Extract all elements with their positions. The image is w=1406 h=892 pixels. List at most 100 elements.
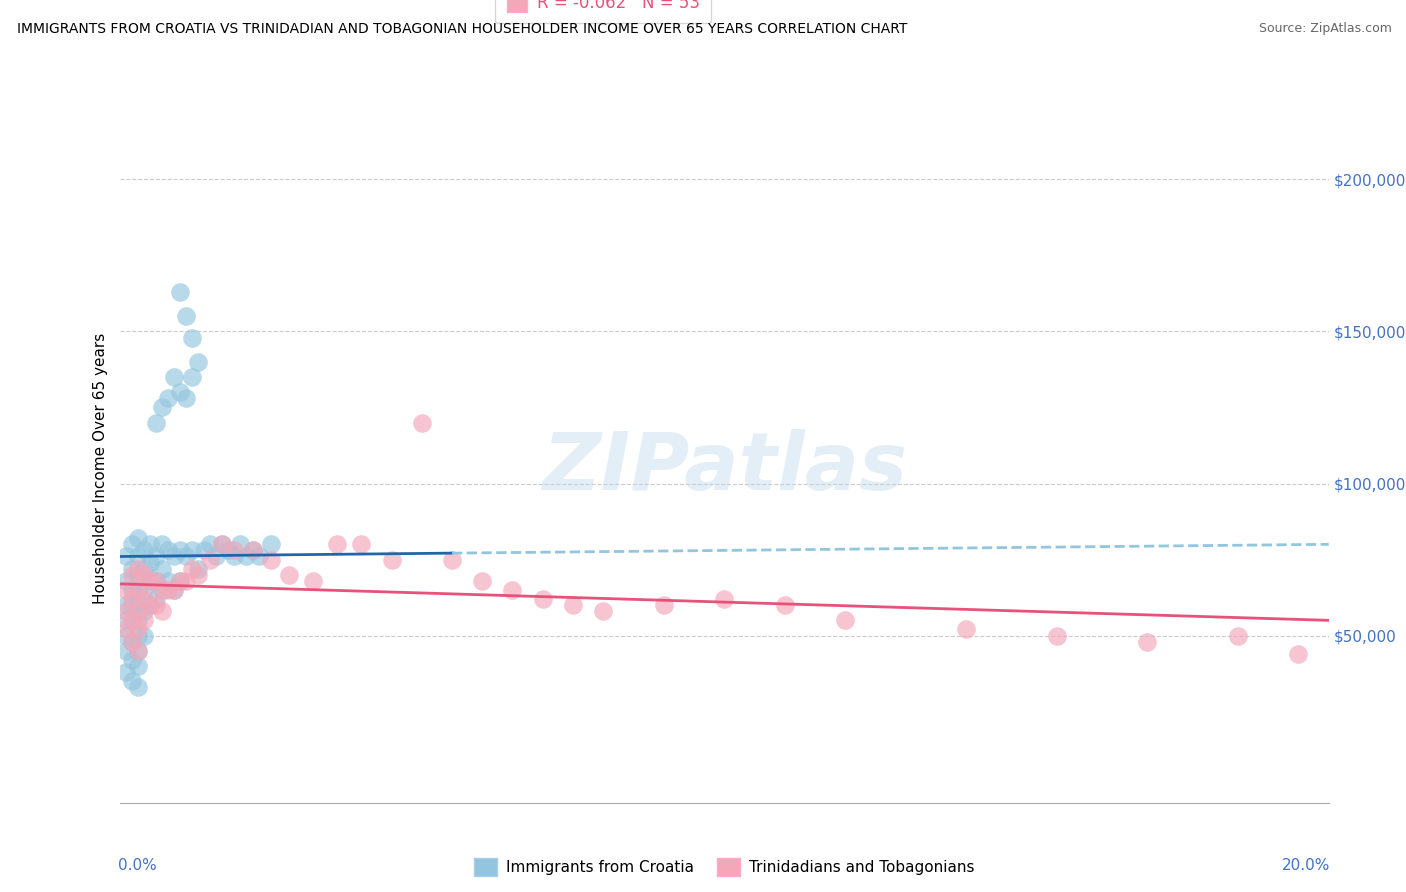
Point: [145, 416, 167, 430]
Point: [127, 531, 149, 545]
Point: [156, 582, 179, 597]
Point: [121, 634, 143, 648]
Text: 20.0%: 20.0%: [1281, 858, 1330, 872]
Point: [235, 549, 257, 564]
Point: [205, 549, 228, 564]
Point: [174, 574, 197, 588]
Point: [174, 310, 197, 324]
Text: Source: ZipAtlas.com: Source: ZipAtlas.com: [1258, 22, 1392, 36]
Point: [145, 592, 167, 607]
Point: [277, 567, 299, 582]
Text: 0.0%: 0.0%: [118, 858, 157, 872]
Point: [132, 582, 155, 597]
Point: [181, 330, 204, 344]
Point: [247, 549, 270, 564]
Point: [132, 562, 155, 576]
Point: [193, 543, 215, 558]
Point: [121, 598, 143, 612]
Point: [127, 644, 149, 658]
Point: [1136, 634, 1159, 648]
Point: [121, 567, 143, 582]
Point: [242, 543, 264, 558]
Point: [561, 598, 585, 612]
Point: [145, 574, 167, 588]
Point: [145, 549, 167, 564]
Point: [127, 604, 149, 618]
Point: [127, 562, 149, 576]
Point: [114, 665, 136, 679]
Point: [150, 537, 173, 551]
Point: [181, 370, 204, 384]
Point: [114, 549, 136, 564]
Point: [127, 567, 149, 582]
Point: [114, 598, 136, 612]
Point: [302, 574, 325, 588]
Point: [150, 582, 173, 597]
Point: [145, 598, 167, 612]
Point: [217, 543, 239, 558]
Y-axis label: Householder Income Over 65 years: Householder Income Over 65 years: [93, 333, 108, 604]
Point: [181, 562, 204, 576]
Point: [127, 659, 149, 673]
Point: [156, 574, 179, 588]
Point: [200, 552, 222, 566]
Point: [121, 613, 143, 627]
Point: [1286, 647, 1309, 661]
Point: [132, 567, 155, 582]
Point: [127, 613, 149, 627]
Point: [592, 604, 614, 618]
Point: [121, 537, 143, 551]
Point: [471, 574, 494, 588]
Point: [169, 574, 191, 588]
Point: [200, 537, 222, 551]
Point: [163, 549, 186, 564]
Point: [138, 574, 162, 588]
Point: [114, 574, 136, 588]
Point: [169, 574, 191, 588]
Point: [187, 355, 209, 369]
Point: [326, 537, 349, 551]
Point: [150, 401, 173, 415]
Point: [121, 592, 143, 607]
Point: [652, 598, 675, 612]
Point: [114, 613, 136, 627]
Point: [242, 543, 264, 558]
Point: [114, 623, 136, 637]
Point: [259, 552, 281, 566]
Point: [955, 623, 977, 637]
Point: [121, 613, 143, 627]
Point: [127, 644, 149, 658]
Point: [187, 562, 209, 576]
Point: [121, 653, 143, 667]
Point: [127, 680, 149, 694]
Point: [156, 392, 179, 406]
Point: [224, 543, 246, 558]
Point: [145, 574, 167, 588]
Point: [174, 549, 197, 564]
Point: [127, 549, 149, 564]
Point: [229, 537, 252, 551]
Point: [350, 537, 373, 551]
Point: [163, 370, 186, 384]
Point: [121, 634, 143, 648]
Point: [181, 543, 204, 558]
Point: [156, 543, 179, 558]
Point: [224, 549, 246, 564]
Point: [169, 543, 191, 558]
Point: [259, 537, 281, 551]
Point: [380, 552, 402, 566]
Point: [169, 285, 191, 299]
Point: [138, 598, 162, 612]
Point: [121, 562, 143, 576]
Point: [132, 543, 155, 558]
Point: [713, 592, 735, 607]
Point: [501, 582, 523, 597]
Text: IMMIGRANTS FROM CROATIA VS TRINIDADIAN AND TOBAGONIAN HOUSEHOLDER INCOME OVER 65: IMMIGRANTS FROM CROATIA VS TRINIDADIAN A…: [17, 22, 907, 37]
Point: [138, 537, 162, 551]
Point: [114, 628, 136, 642]
Point: [127, 582, 149, 597]
Point: [163, 582, 186, 597]
Point: [132, 592, 155, 607]
Point: [169, 385, 191, 400]
Point: [114, 644, 136, 658]
